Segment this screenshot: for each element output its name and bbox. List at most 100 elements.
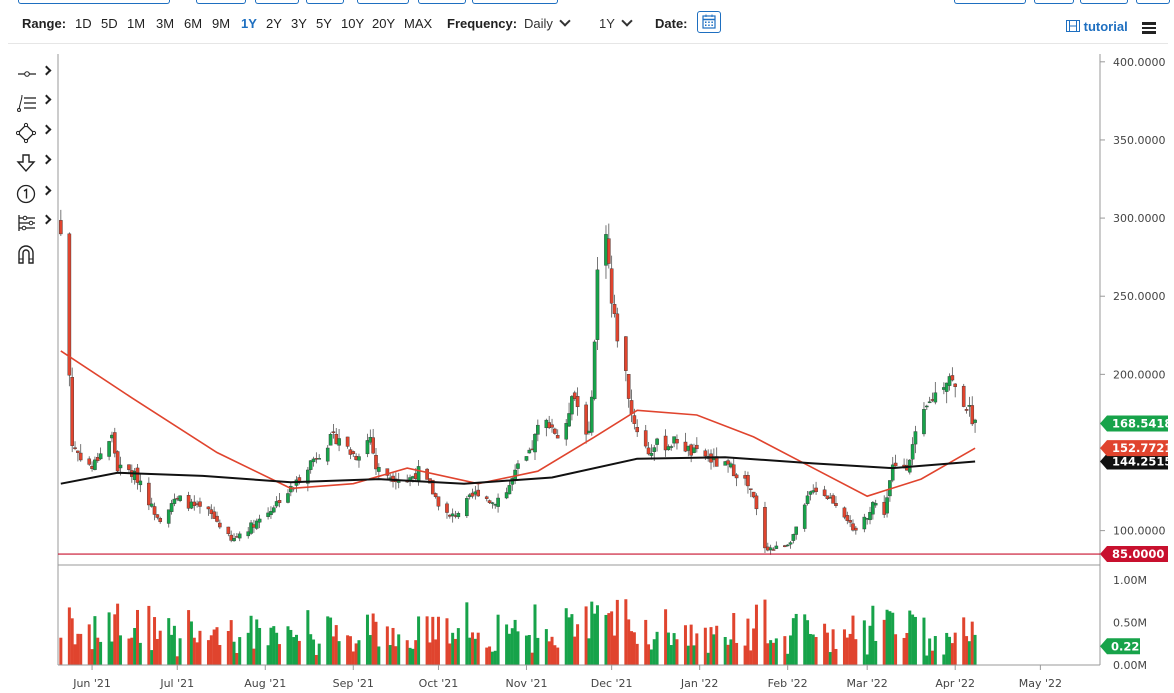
candle (822, 485, 827, 497)
volume-bar (93, 616, 97, 665)
candle (726, 458, 730, 473)
candle (178, 495, 182, 503)
candle (527, 447, 532, 454)
volume-bar (289, 629, 293, 665)
top-tab[interactable] (1080, 0, 1128, 4)
volume-bar (610, 611, 614, 665)
volume-bar (198, 630, 202, 665)
volume-bar (604, 614, 608, 665)
volume-bar (803, 614, 807, 665)
volume-bar (388, 645, 392, 665)
date-label: Date: (655, 16, 688, 31)
candle (169, 499, 174, 515)
candle (675, 434, 679, 450)
volume-bar (624, 599, 628, 665)
range-1m-button[interactable]: 1M (127, 16, 146, 31)
volume-bar (908, 610, 912, 665)
candle (257, 514, 262, 529)
range-9m-button[interactable]: 9M (212, 16, 231, 31)
candle (848, 515, 852, 528)
candle (933, 382, 938, 405)
top-tab[interactable] (357, 0, 409, 4)
volume-bar (147, 605, 151, 665)
volume-bar (425, 616, 429, 665)
measure-tool-button[interactable] (16, 212, 54, 234)
volume-bar (735, 642, 739, 665)
top-tab[interactable] (954, 0, 1026, 4)
volume-bar (791, 618, 795, 665)
volume-bar (774, 638, 778, 665)
volume-bar (408, 647, 412, 665)
top-tab[interactable] (472, 0, 558, 4)
tutorial-link[interactable]: tutorial (1066, 19, 1128, 34)
volume-bar (862, 620, 866, 665)
volume-bar (865, 654, 869, 665)
volume-bar (612, 635, 616, 665)
range-3m-button[interactable]: 3M (156, 16, 175, 31)
range-max-button[interactable]: MAX (404, 16, 433, 31)
volume-bar (187, 610, 191, 665)
candle (433, 492, 438, 499)
top-tab[interactable] (255, 0, 299, 4)
frequency-select[interactable]: Daily (524, 15, 571, 31)
volume-tick-label: 0.00M (1113, 659, 1147, 672)
top-tab[interactable] (18, 0, 170, 4)
candle (973, 418, 977, 433)
annotation-tool-icon (16, 184, 36, 204)
fibonacci-tool-button[interactable] (16, 92, 54, 114)
volume-bar (632, 632, 636, 665)
date-picker-button[interactable] (697, 11, 721, 33)
range-2y-button[interactable]: 2Y (266, 16, 282, 31)
line-tool-button[interactable] (16, 63, 54, 85)
top-tab[interactable] (306, 0, 344, 4)
candle (643, 424, 648, 449)
candle (754, 493, 759, 516)
volume-bar (465, 602, 469, 665)
volume-bar (553, 645, 557, 665)
volume-bar (885, 609, 889, 665)
volume-bar (485, 647, 489, 665)
candle (76, 450, 80, 462)
candle (609, 255, 614, 318)
range-3y-button[interactable]: 3Y (291, 16, 307, 31)
range-10y-button[interactable]: 10Y (341, 16, 365, 31)
volume-bar (175, 656, 179, 665)
volume-bar (783, 636, 787, 665)
shape-tool-button[interactable] (16, 122, 54, 144)
candle (550, 418, 554, 433)
range-1y-button[interactable]: 1Y (241, 16, 257, 31)
arrow-tool-button[interactable] (16, 152, 54, 174)
top-tab[interactable] (196, 0, 246, 4)
candle (112, 427, 117, 458)
volume-bar (371, 613, 375, 665)
range-20y-button[interactable]: 20Y (372, 16, 396, 31)
volume-bar (348, 636, 352, 665)
range-5d-button[interactable]: 5D (101, 16, 118, 31)
volume-bar (630, 631, 634, 665)
volume-bar (277, 644, 281, 665)
top-tab[interactable] (1136, 0, 1170, 4)
sma200-line (60, 456, 976, 485)
svg-text:152.7721: 152.7721 (1112, 441, 1172, 455)
range-6m-button[interactable]: 6M (184, 16, 203, 31)
sma50-line (60, 350, 976, 498)
volume-bar (666, 632, 670, 665)
volume-bar (473, 638, 477, 665)
magnet-tool-button[interactable] (16, 243, 54, 265)
candle (862, 513, 867, 533)
candle (893, 454, 898, 467)
top-tab[interactable] (1034, 0, 1074, 4)
annotation-tool-button[interactable] (16, 183, 54, 205)
hamburger-menu-icon[interactable] (1142, 22, 1156, 34)
range-5y-button[interactable]: 5Y (316, 16, 332, 31)
volume-bar (965, 636, 969, 665)
top-tab[interactable] (418, 0, 466, 4)
volume-bar (331, 636, 335, 665)
x-tick-label: Dec '21 (591, 677, 633, 690)
candle (950, 367, 955, 382)
period-select[interactable]: 1Y (599, 15, 633, 31)
range-1d-button[interactable]: 1D (75, 16, 92, 31)
candle (731, 458, 736, 477)
volume-bar (882, 619, 886, 665)
